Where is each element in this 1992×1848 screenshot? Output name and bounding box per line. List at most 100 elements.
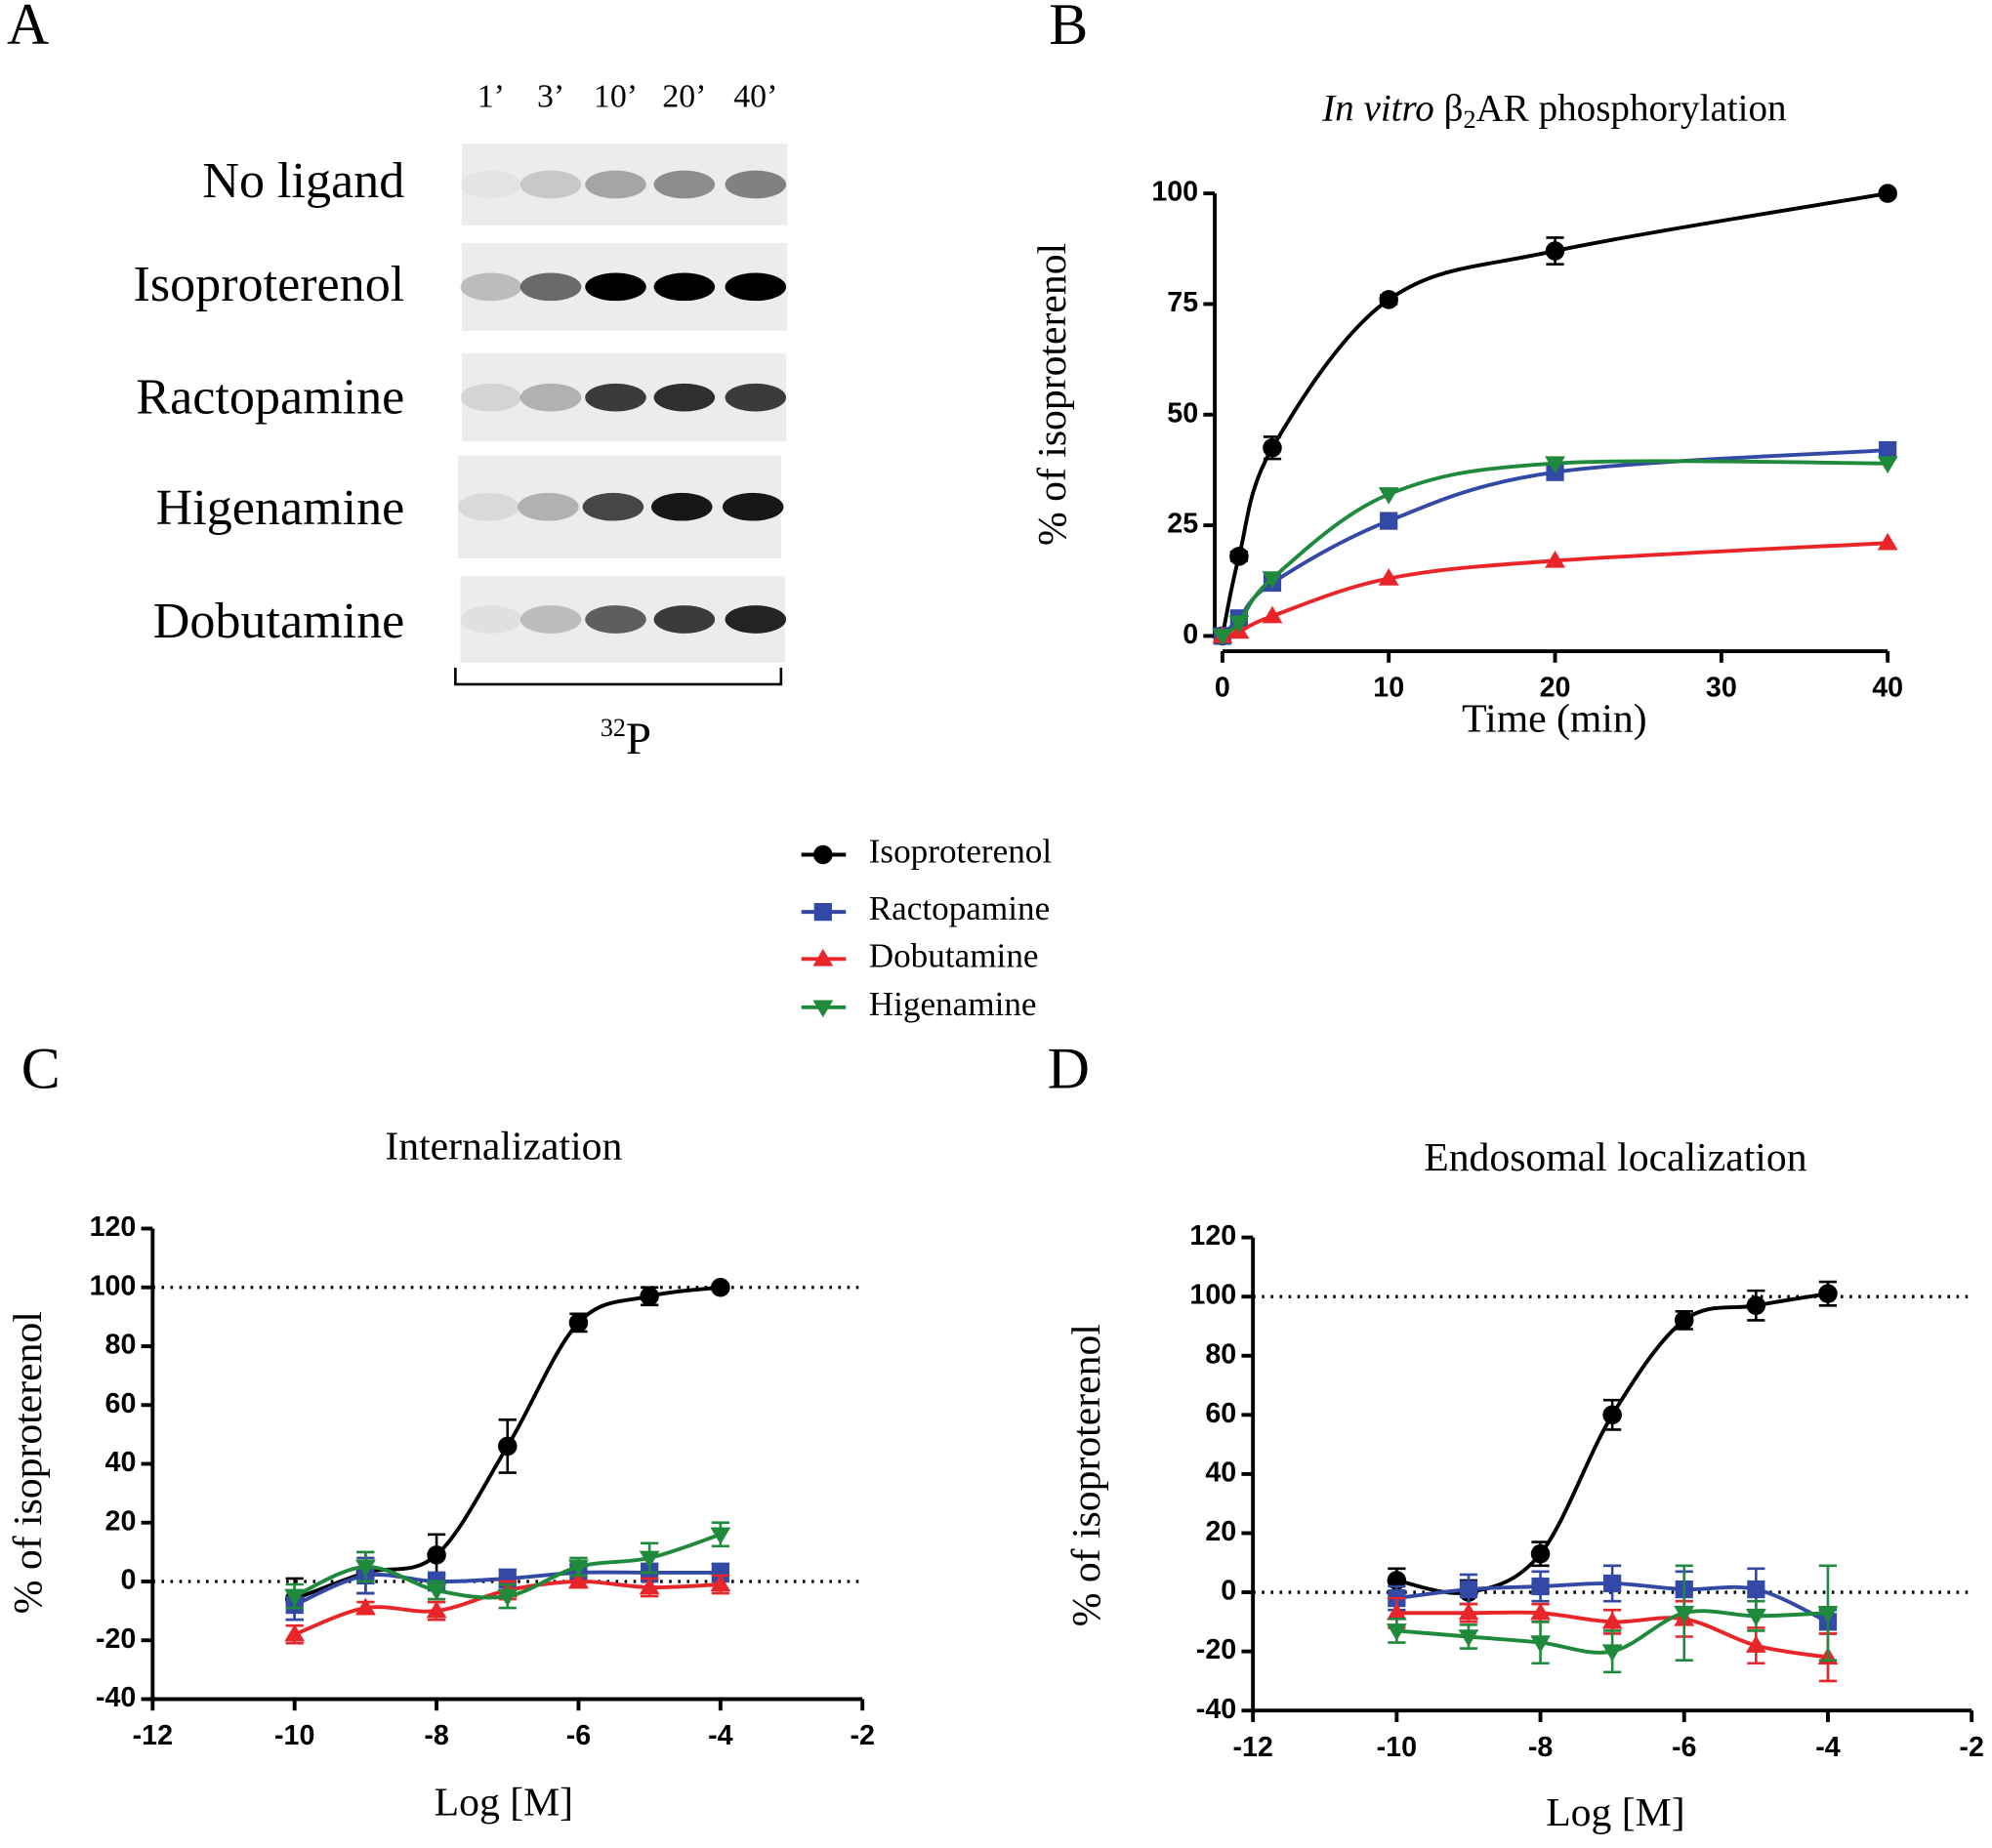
- data-point: [1879, 440, 1897, 460]
- data-point: [1877, 532, 1898, 551]
- data-point: [1386, 1623, 1407, 1641]
- data-point: [1674, 1310, 1694, 1331]
- data-point: [1212, 629, 1233, 646]
- data-point: [1545, 456, 1565, 474]
- title-part: In vitro: [1321, 88, 1434, 130]
- y-tick-label: -40: [1196, 1694, 1236, 1725]
- panel-label: A: [7, 0, 49, 57]
- data-point: [640, 1287, 659, 1306]
- data-point: [1530, 1543, 1551, 1564]
- x-tick-label: -4: [708, 1720, 733, 1751]
- data-point: [284, 1588, 306, 1607]
- data-point: [639, 1577, 660, 1595]
- legend-label: Higenamine: [869, 985, 1037, 1023]
- data-point: [1601, 1611, 1623, 1629]
- y-tick-label: 120: [90, 1211, 137, 1243]
- data-point: [1674, 1605, 1695, 1623]
- data-point: [1262, 571, 1283, 589]
- chart-title: Internalization: [385, 1124, 622, 1169]
- data-point: [711, 1563, 729, 1582]
- blot-band: [653, 170, 716, 199]
- blot-band: [457, 492, 519, 521]
- data-point: [1747, 1580, 1765, 1599]
- y-tick-label: -20: [1196, 1634, 1236, 1665]
- lane-label: 3’: [537, 78, 564, 114]
- data-point: [1378, 568, 1399, 586]
- data-point: [1379, 290, 1398, 309]
- blot-band: [725, 170, 787, 199]
- blot-band: [725, 383, 787, 412]
- blot-strip: [461, 144, 788, 226]
- y-tick-label: 40: [1205, 1457, 1236, 1488]
- x-tick-label: -6: [1672, 1732, 1696, 1763]
- blot-band: [585, 272, 646, 302]
- x-tick-label: -12: [1232, 1732, 1272, 1763]
- y-axis-label: % of isoproterenol: [1064, 1324, 1109, 1626]
- data-point: [1386, 1602, 1407, 1621]
- y-axis-label: % of isoproterenol: [6, 1311, 51, 1614]
- y-tick-label: 80: [105, 1330, 137, 1361]
- isotope-symbol: P: [626, 714, 651, 764]
- x-tick-label: -6: [566, 1720, 591, 1751]
- data-point: [1530, 1602, 1551, 1621]
- data-point: [354, 1597, 376, 1616]
- blot-band: [460, 383, 522, 412]
- panel-label: B: [1049, 0, 1088, 57]
- y-tick-label: 25: [1167, 509, 1198, 540]
- x-axis-label: Time (min): [1462, 697, 1646, 742]
- x-axis-label: Log [M]: [1546, 1790, 1684, 1835]
- blot-band: [585, 605, 646, 634]
- data-point: [1530, 1635, 1551, 1653]
- x-tick-label: 20: [1540, 673, 1571, 704]
- blot-row-label: No ligand: [202, 153, 404, 209]
- x-tick-label: -10: [274, 1720, 314, 1751]
- y-tick-label: 60: [105, 1388, 137, 1419]
- blot-band: [585, 383, 646, 412]
- legend-label: Ractopamine: [869, 889, 1050, 927]
- y-tick-label: 75: [1167, 287, 1198, 318]
- x-tick-label: -8: [1528, 1732, 1554, 1763]
- data-point: [710, 1527, 731, 1545]
- title-part: 2: [1464, 105, 1476, 134]
- data-point: [1603, 1574, 1622, 1593]
- blot-band: [653, 272, 716, 302]
- y-tick-label: 100: [90, 1270, 137, 1301]
- y-tick-label: 0: [1221, 1576, 1236, 1607]
- data-point: [568, 1313, 589, 1333]
- data-point: [1601, 1644, 1623, 1663]
- legend-marker: [813, 903, 832, 922]
- y-tick-label: 80: [1205, 1338, 1236, 1370]
- blot-band: [725, 272, 787, 302]
- data-point: [1745, 1635, 1766, 1653]
- data-point: [1378, 487, 1399, 505]
- data-point: [426, 1600, 447, 1619]
- y-tick-label: 60: [1205, 1398, 1236, 1429]
- isotope-label: 32P: [601, 714, 651, 764]
- blot-bracket: [454, 668, 783, 686]
- y-tick-label: -40: [96, 1682, 136, 1713]
- data-point: [498, 1436, 518, 1457]
- panel-label: C: [21, 1037, 61, 1101]
- data-point: [568, 1559, 589, 1578]
- y-tick-label: 100: [1151, 177, 1198, 208]
- data-point: [427, 1545, 446, 1565]
- y-tick-label: 50: [1167, 397, 1198, 429]
- data-point: [1878, 184, 1897, 203]
- legend-marker: [813, 844, 833, 865]
- data-point: [639, 1550, 660, 1569]
- y-tick-label: 20: [1205, 1516, 1236, 1547]
- isotope-mass: 32: [601, 714, 626, 742]
- data-point: [1745, 1608, 1766, 1626]
- lane-label: 10’: [594, 78, 638, 114]
- legend-label: Isoproterenol: [869, 833, 1053, 871]
- x-tick-label: -8: [424, 1720, 449, 1751]
- data-point: [354, 1559, 376, 1578]
- x-tick-label: -4: [1815, 1732, 1841, 1763]
- data-point: [1531, 1577, 1550, 1596]
- blot-band: [519, 383, 582, 412]
- y-tick-label: 120: [1189, 1220, 1236, 1252]
- chart-title: Endosomal localization: [1424, 1135, 1806, 1180]
